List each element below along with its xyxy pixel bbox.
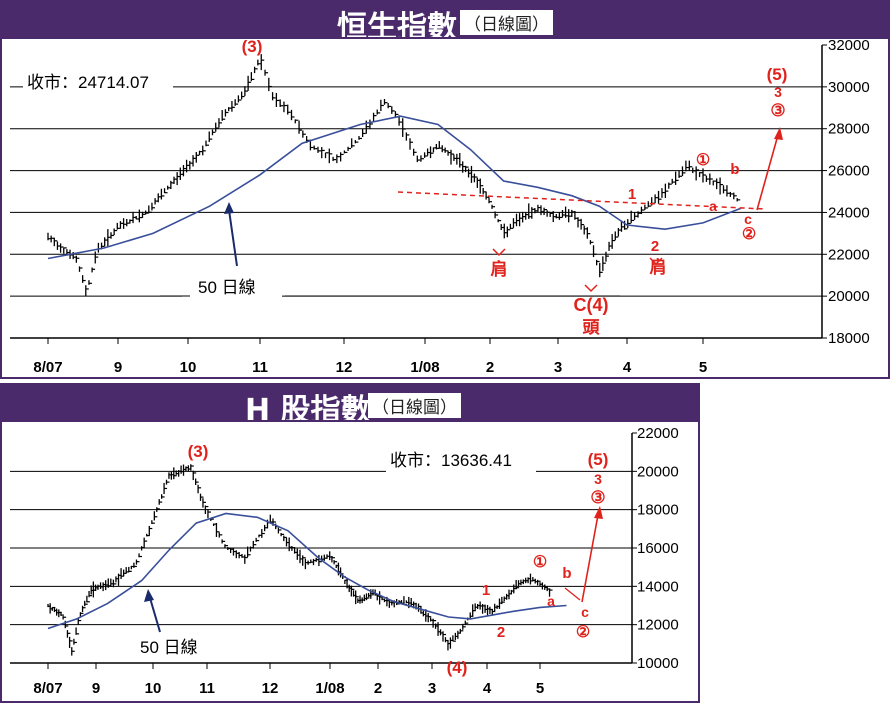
x-tick-label: 8/07	[33, 680, 62, 697]
annot-b: b	[562, 565, 571, 582]
x-tick-label: 3	[554, 359, 562, 376]
hshare-panel-border	[0, 420, 700, 703]
ma-arrow-line	[228, 209, 238, 267]
y-tick-label: 20000	[637, 463, 679, 480]
x-tick-label: 3	[428, 680, 436, 697]
hsi-header-bar	[0, 0, 890, 38]
x-tick-label: 1/08	[315, 680, 344, 697]
retrace-arrow-line	[564, 587, 581, 601]
y-tick-label: 26000	[828, 163, 870, 180]
hsi-subtitle: （日線圖）	[460, 10, 553, 35]
x-tick-label: 4	[483, 680, 492, 697]
annot-wave-5: (5)	[767, 65, 788, 84]
x-tick-label: 8/07	[33, 359, 62, 376]
annot-wave-3: (3)	[242, 37, 263, 56]
ma-arrow-head	[144, 589, 154, 602]
x-tick-label: 4	[623, 359, 632, 376]
hsi-panel-border	[0, 37, 890, 379]
x-tick-label: 2	[374, 680, 382, 697]
chevron-icon	[584, 284, 598, 293]
annot-2: 2	[651, 238, 659, 255]
x-tick-label: 10	[180, 359, 197, 376]
annot-b: b	[730, 161, 739, 178]
projection-arrow-line	[756, 134, 779, 211]
ma-label: 50 日線	[140, 638, 198, 657]
ma-label-bg	[182, 276, 282, 300]
ma-label: 50 日線	[198, 278, 256, 297]
x-tick-label: 11	[252, 359, 268, 376]
annot-2: 2	[497, 624, 505, 641]
annot-head: 頭	[583, 318, 601, 337]
annot-circle-2: ②	[742, 226, 756, 243]
close-label-bg	[23, 70, 173, 94]
x-tick-label: 1/08	[410, 359, 439, 376]
chevron-icon	[649, 257, 663, 266]
y-tick-label: 32000	[828, 37, 870, 54]
y-tick-label: 22000	[828, 246, 870, 263]
hsi-title: 恒生指數	[337, 10, 457, 45]
x-tick-label: 9	[114, 359, 122, 376]
neckline	[397, 191, 766, 210]
x-tick-label: 5	[699, 359, 707, 376]
y-tick-label: 30000	[828, 79, 870, 96]
close-label-bg	[386, 448, 536, 472]
y-tick-label: 18000	[637, 502, 679, 519]
annot-wave-5-sub3: 3	[594, 471, 602, 487]
hshare-header-bar	[0, 383, 700, 421]
hsi-chart: 32000 30000 28000 26000 24000 22000 20000 18000…	[10, 37, 870, 376]
x-tick-label: 12	[262, 680, 279, 697]
annot-circle-1: ①	[696, 152, 710, 169]
projection-arrow-head	[594, 506, 603, 519]
x-tick-label: 11	[199, 680, 215, 697]
x-tick-label: 10	[145, 680, 162, 697]
y-tick-label: 10000	[637, 655, 679, 672]
y-tick-label: 16000	[637, 540, 679, 557]
annot-circle-3: ③	[770, 101, 785, 120]
close-label: 收市：24714.07	[27, 73, 149, 92]
hshare-subtitle: （日線圖）	[368, 393, 461, 418]
hshare-title: H 股指數	[245, 393, 371, 428]
y-tick-label: 14000	[637, 578, 679, 595]
annot-wave-5: (5)	[588, 450, 609, 469]
y-tick-label: 20000	[828, 288, 870, 305]
x-tick-label: 5	[536, 680, 544, 697]
y-tick-label: 28000	[828, 121, 870, 138]
projection-arrow-head	[774, 127, 783, 140]
ma50-line	[47, 115, 742, 260]
y-tick-label: 24000	[828, 204, 870, 221]
x-tick-label: 12	[336, 359, 353, 376]
annot-c: c	[744, 211, 752, 227]
annot-circle-3: ③	[590, 488, 605, 507]
annot-1: 1	[482, 582, 490, 599]
annot-c4: C(4)	[574, 295, 609, 315]
ma50-line	[47, 512, 567, 630]
annot-wave-5-sub3: 3	[774, 84, 782, 100]
x-tick-label: 2	[486, 359, 494, 376]
y-tick-label: 18000	[828, 330, 870, 347]
annot-shoulder-left: 肩	[491, 259, 508, 279]
x-tick-label: 9	[92, 680, 100, 697]
annot-circle-1: ①	[533, 554, 547, 571]
y-tick-label: 22000	[637, 425, 679, 442]
hshare-chart: 22000 20000 18000 16000 14000 12000 10000 8/07 9…	[10, 425, 679, 697]
ma-label-bg	[124, 636, 224, 660]
annot-wave-3: (3)	[188, 442, 209, 461]
annot-1: 1	[628, 186, 636, 203]
ma-arrow-head	[224, 202, 234, 214]
annot-wave-4: (4)	[447, 658, 468, 677]
projection-arrow-line	[581, 514, 599, 603]
chevron-icon	[492, 248, 506, 257]
ma-arrow-line	[149, 597, 161, 633]
annot-a: a	[547, 593, 555, 609]
close-label: 收市：13636.41	[390, 451, 512, 470]
annot-circle-2: ②	[576, 624, 590, 641]
y-tick-label: 12000	[637, 617, 679, 634]
annot-c: c	[581, 604, 589, 620]
